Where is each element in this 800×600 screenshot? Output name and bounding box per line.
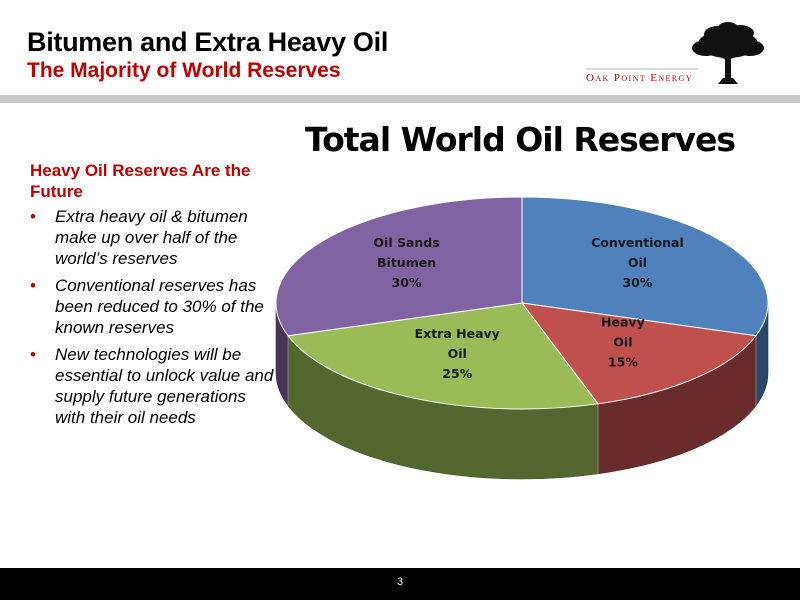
- page-number: 3: [396, 576, 404, 588]
- pie-slice: [287, 302, 599, 410]
- bullet-item: • New technologies will be essential to u…: [30, 344, 275, 428]
- slice-value-label: 30%: [622, 275, 652, 290]
- bullet-text: New technologies will be essential to un…: [55, 345, 274, 427]
- slice-value-label: 30%: [392, 275, 422, 290]
- bullet-list: • Extra heavy oil & bitumen make up over …: [30, 206, 275, 434]
- pie-slice: [520, 302, 757, 405]
- header-divider: [0, 95, 800, 103]
- pie-top-faces: [275, 196, 769, 410]
- slice-name-label: Extra Heavy: [415, 326, 500, 341]
- bullet-marker: •: [30, 207, 36, 226]
- slice-name-label: Bitumen: [377, 255, 436, 270]
- slice-name-label: Oil: [448, 346, 467, 361]
- slice-name-label: Oil: [613, 334, 632, 349]
- slice-name-label: Conventional: [591, 235, 684, 250]
- page-subtitle: The Majority of World Reserves: [27, 59, 341, 82]
- logo-text: Oak Point Energy: [586, 72, 693, 84]
- pie-side-walls: [275, 302, 769, 480]
- bullet-item: • Extra heavy oil & bitumen make up over …: [30, 206, 275, 269]
- bullet-text: Conventional reserves has been reduced t…: [55, 276, 264, 337]
- chart-title: Total World Oil Reserves: [304, 120, 736, 159]
- bullet-marker: •: [30, 276, 36, 295]
- bullet-text: Extra heavy oil & bitumen make up over h…: [55, 207, 248, 268]
- sidebar-heading: Heavy Oil Reserves Are the Future: [30, 161, 251, 201]
- pie-labels: Conventional Oil 30% Heavy Oil 15% Extra Heavy…: [373, 235, 683, 381]
- pie-slice: [275, 196, 523, 337]
- oak-point-logo: Oak Point Energy: [578, 20, 788, 90]
- slice-value-label: 15%: [608, 354, 638, 369]
- page-title: Bitumen and Extra Heavy Oil: [27, 27, 389, 57]
- slice-value-label: 25%: [442, 366, 472, 381]
- bullet-item: • Conventional reserves has been reduced …: [30, 275, 275, 338]
- slice-name-label: Oil: [628, 255, 647, 270]
- slice-name-label: Heavy: [601, 314, 645, 329]
- pie-slice: [521, 196, 769, 337]
- oak-tree-icon: [586, 22, 764, 84]
- bullet-marker: •: [30, 345, 36, 364]
- footer-bar: 3: [0, 568, 800, 600]
- slice-name-label: Oil Sands: [373, 235, 439, 250]
